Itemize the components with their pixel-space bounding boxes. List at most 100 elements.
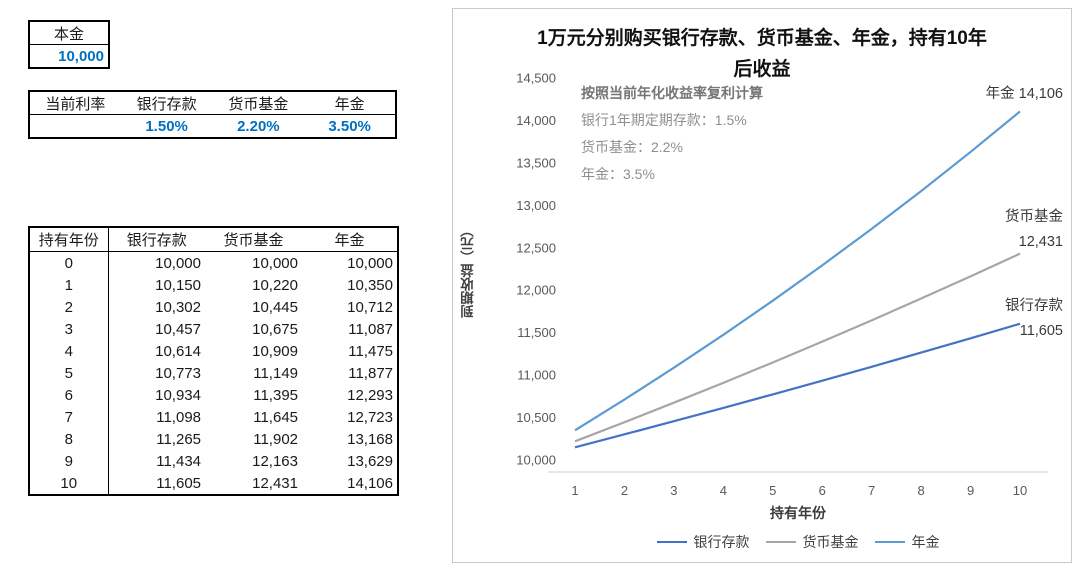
- chart-object[interactable]: 1万元分别购买银行存款、货币基金、年金，持有10年 后收益 按照当前年化收益率复…: [452, 8, 1072, 563]
- table-row: 4 10,614 10,909 11,475: [29, 340, 398, 362]
- table-cell[interactable]: 1: [29, 274, 109, 296]
- table-cell[interactable]: 7: [29, 406, 109, 428]
- table-cell[interactable]: 10,220: [252, 276, 298, 294]
- table-cell[interactable]: 10,000: [252, 254, 298, 272]
- table-cell[interactable]: 银行存款: [120, 91, 213, 115]
- table-row: 当前利率 银行存款 货币基金 年金: [29, 91, 396, 115]
- table-cell[interactable]: 11,605: [156, 474, 201, 492]
- table-cell[interactable]: 12,723: [347, 408, 393, 426]
- series-end-label-fund: 货币基金 12,431: [1005, 205, 1063, 255]
- y-tick-label: 13,000: [516, 198, 556, 213]
- table-cell[interactable]: 12,431: [252, 474, 298, 492]
- table-cell[interactable]: 11,434: [156, 452, 201, 470]
- table-cell[interactable]: 8: [29, 428, 109, 450]
- table-cell[interactable]: 10,675: [252, 320, 298, 338]
- table-cell[interactable]: 本金: [29, 21, 109, 45]
- x-tick-label: 8: [917, 483, 924, 498]
- legend-item-bank[interactable]: 银行存款: [656, 532, 750, 552]
- table-row: 1 10,150 10,220 10,350: [29, 274, 398, 296]
- table-cell[interactable]: 10,712: [347, 298, 393, 316]
- table-cell[interactable]: 10,350: [347, 276, 393, 294]
- y-tick-label: 11,500: [517, 325, 556, 340]
- table-cell[interactable]: 年金: [304, 91, 396, 115]
- table-cell[interactable]: 3: [29, 318, 109, 340]
- legend-label: 年金: [911, 534, 940, 550]
- table-cell[interactable]: 货币基金: [212, 91, 305, 115]
- x-tick-label: 3: [670, 483, 677, 498]
- table-cell[interactable]: 14,106: [347, 474, 393, 492]
- table-cell[interactable]: 当前利率: [29, 91, 121, 115]
- end-label-text: 12,431: [1018, 234, 1063, 250]
- table-cell[interactable]: 11,645: [253, 408, 298, 426]
- table-cell[interactable]: 6: [29, 384, 109, 406]
- legend-line-swatch: [656, 540, 687, 544]
- table-row: 9 11,434 12,163 13,629: [29, 450, 398, 472]
- table-row: 本金: [29, 21, 109, 45]
- legend-item-annuity[interactable]: 年金: [874, 532, 940, 552]
- table-cell[interactable]: 11,877: [348, 364, 393, 382]
- legend-item-fund[interactable]: 货币基金: [765, 532, 859, 552]
- end-label-text: 货币基金: [1005, 209, 1063, 225]
- growth-table-body: 0 10,000 10,000 10,000 1 10,150 10,220 10,350 2 1…: [29, 251, 398, 495]
- x-tick-label: 6: [819, 483, 826, 498]
- series-line-1[interactable]: [574, 252, 1021, 443]
- series-line-2[interactable]: [574, 110, 1021, 432]
- table-cell[interactable]: 年金: [302, 227, 398, 252]
- y-tick-label: 14,500: [516, 71, 556, 86]
- table-cell[interactable]: 10,000: [347, 254, 393, 272]
- table-row: 8 11,265 11,902 13,168: [29, 428, 398, 450]
- table-cell[interactable]: 11,395: [253, 386, 298, 404]
- plot-area: 10,000 10,500 11,000 11,500 12,000 12,500 13,0…: [516, 71, 1048, 498]
- table-cell[interactable]: 12,293: [347, 386, 393, 404]
- table-cell[interactable]: 11,098: [156, 408, 201, 426]
- table-cell[interactable]: 10,457: [155, 320, 201, 338]
- x-tick-label: 1: [571, 483, 578, 498]
- x-tick-label: 10: [1013, 483, 1027, 498]
- rate-annuity-cell[interactable]: 3.50%: [328, 117, 371, 135]
- end-label-text: 银行存款: [1005, 298, 1063, 314]
- table-cell[interactable]: 11,902: [253, 430, 298, 448]
- table-cell[interactable]: 5: [29, 362, 109, 384]
- annotation-line: 货币基金：2.2%: [581, 139, 683, 155]
- table-cell[interactable]: 10,773: [155, 364, 201, 382]
- table-cell[interactable]: 13,168: [347, 430, 393, 448]
- end-label-text: 年金 14,106: [985, 86, 1063, 102]
- table-cell[interactable]: 9: [29, 450, 109, 472]
- table-row: 6 10,934 11,395 12,293: [29, 384, 398, 406]
- table-cell[interactable]: 银行存款: [108, 227, 205, 252]
- table-cell[interactable]: 货币基金: [205, 227, 302, 252]
- table-cell[interactable]: 11,087: [348, 320, 393, 338]
- table-cell[interactable]: 10,302: [155, 298, 201, 316]
- series-end-label-annuity: 年金 14,106: [986, 82, 1063, 107]
- table-cell[interactable]: 10: [29, 472, 109, 495]
- principal-value-cell[interactable]: 10,000: [58, 47, 104, 65]
- y-tick-label: 14,000: [516, 113, 556, 128]
- table-cell[interactable]: 10,934: [155, 386, 201, 404]
- table-cell[interactable]: [29, 115, 121, 139]
- table-cell[interactable]: 13,629: [347, 452, 393, 470]
- series-line-0[interactable]: [574, 322, 1021, 449]
- table-cell[interactable]: 10,150: [155, 276, 201, 294]
- x-axis-title: 持有年份: [770, 505, 826, 521]
- rate-bank-cell[interactable]: 1.50%: [145, 117, 188, 135]
- table-cell[interactable]: 4: [29, 340, 109, 362]
- table-cell[interactable]: 2: [29, 296, 109, 318]
- table-cell[interactable]: 10,909: [252, 342, 298, 360]
- table-cell[interactable]: 0: [29, 251, 109, 274]
- table-cell[interactable]: 11,265: [156, 430, 201, 448]
- table-row: 1.50% 2.20% 3.50%: [29, 115, 396, 139]
- table-cell[interactable]: 持有年份: [29, 227, 109, 252]
- table-cell[interactable]: 11,475: [348, 342, 393, 360]
- rate-fund-cell[interactable]: 2.20%: [237, 117, 280, 135]
- annotation-line: 年金：3.5%: [581, 166, 655, 182]
- table-cell[interactable]: 11,149: [253, 364, 298, 382]
- x-tick-label: 7: [868, 483, 875, 498]
- y-tick-label: 10,000: [516, 453, 556, 468]
- y-tick-label: 11,000: [517, 368, 556, 383]
- rate-table: 当前利率 银行存款 货币基金 年金 1.50% 2.20% 3.50%: [28, 90, 397, 139]
- table-cell[interactable]: 10,445: [252, 298, 298, 316]
- table-cell[interactable]: 10,614: [155, 342, 201, 360]
- table-cell[interactable]: 10,000: [155, 254, 201, 272]
- x-tick-label: 4: [720, 483, 727, 498]
- table-cell[interactable]: 12,163: [252, 452, 298, 470]
